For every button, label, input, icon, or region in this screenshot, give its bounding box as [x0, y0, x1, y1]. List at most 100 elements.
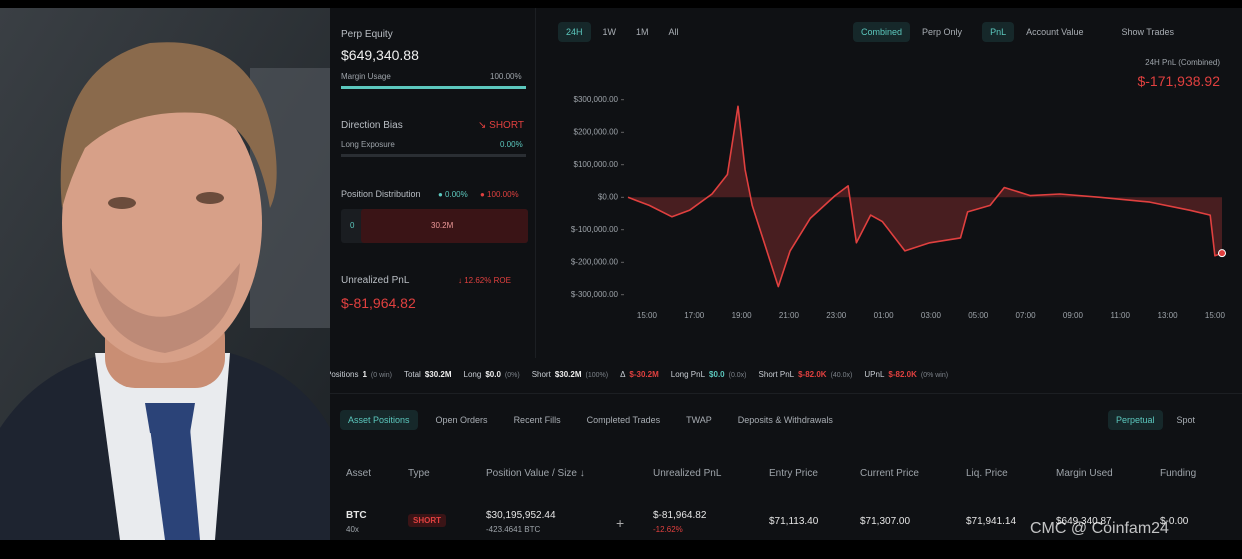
distribution-short-amount: 30.2M [431, 221, 454, 230]
eye [108, 197, 136, 209]
summary-label: Long [463, 370, 482, 379]
table-header: Unrealized PnL [653, 468, 722, 479]
summary-note: (40.0x) [830, 372, 853, 379]
summary-item: UPnL $-82.0K (0% win) [864, 370, 948, 379]
expand-icon[interactable]: + [616, 515, 625, 531]
y-tick-label: $300,000.00 [574, 95, 619, 104]
x-tick-label: 01:00 [874, 311, 895, 320]
x-tick-label: 11:00 [1111, 311, 1131, 320]
hair [60, 42, 277, 209]
range-tab[interactable]: 24H [558, 22, 591, 42]
x-tick-label: 03:00 [921, 311, 942, 320]
market-tabs: Perpetual Spot [1108, 410, 1203, 430]
range-tab[interactable]: All [668, 27, 679, 37]
metric-tab[interactable]: PnL [982, 22, 1015, 42]
summary-value: $0.0 [709, 370, 725, 379]
cell-type: SHORT [408, 514, 446, 527]
position-tab[interactable]: Asset Positions [340, 410, 418, 430]
table-header: Current Price [860, 468, 919, 479]
x-tick-label: 19:00 [732, 311, 753, 320]
x-tick-label: 09:00 [1063, 311, 1084, 320]
tie [150, 428, 200, 540]
summary-label: Short PnL [758, 370, 795, 379]
face [62, 83, 262, 363]
summary-label: Δ [620, 370, 626, 379]
position-tab[interactable]: Completed Trades [586, 415, 661, 425]
y-tick-label: $-100,000.00 [571, 225, 619, 234]
cell-entry-price: $71,113.40 [769, 516, 819, 527]
position-tab[interactable]: Recent Fills [513, 415, 561, 425]
summary-value: $0.0 [485, 370, 501, 379]
range-tabs: 24H 1W 1M All [558, 22, 687, 42]
summary-label: UPnL [864, 370, 885, 379]
summary-label: Positions [330, 370, 359, 379]
direction-bias-value: ↘ SHORT [478, 120, 524, 131]
summary-label: Long PnL [670, 370, 706, 379]
y-tick-label: $200,000.00 [574, 127, 619, 136]
summary-value: 1 [362, 370, 367, 379]
perp-equity-value: $649,340.88 [341, 47, 419, 63]
cell-current-price: $71,307.00 [860, 516, 911, 527]
x-tick-label: 15:00 [1205, 311, 1226, 320]
cell-funding: $-0.00 [1160, 516, 1189, 527]
metric-tab[interactable]: Account Value [1026, 27, 1084, 37]
position-short: ● 100.00% [480, 190, 519, 199]
summary-item: Total $30.2M [404, 370, 452, 379]
view-tabs: Combined Perp Only PnL Account Value Sho… [853, 22, 1182, 42]
market-tab[interactable]: Spot [1176, 415, 1196, 425]
table-header: Position Value / Size ↓ [486, 468, 585, 479]
summary-label: Total [403, 370, 421, 379]
x-tick-label: 21:00 [779, 311, 800, 320]
range-tab[interactable]: 1M [636, 27, 649, 37]
view-tab[interactable]: Perp Only [922, 27, 963, 37]
cell-asset: BTC [346, 510, 367, 521]
summary-value: $-30.2M [629, 370, 659, 379]
pnl-endpoint [1218, 249, 1226, 258]
unrealized-pnl-value: $-81,964.82 [341, 295, 416, 311]
view-tab[interactable]: Combined [853, 22, 911, 42]
margin-usage-track [341, 86, 526, 89]
x-tick-label: 05:00 [968, 311, 989, 320]
summary-label: Short [531, 370, 551, 379]
show-trades[interactable]: Show Trades [1121, 27, 1174, 37]
summary-note: (0.0x) [728, 372, 747, 379]
distribution-short-bar [361, 209, 528, 243]
cell-size: -423.4641 BTC [486, 525, 541, 534]
table-header: Entry Price [769, 468, 818, 479]
unrealized-pnl-label: Unrealized PnL [341, 275, 410, 286]
market-tab[interactable]: Perpetual [1108, 410, 1163, 430]
x-tick-label: 15:00 [637, 311, 658, 320]
divider [330, 393, 1242, 394]
position-tabs: Asset Positions Open Orders Recent Fills… [340, 410, 841, 430]
summary-value: $30.2M [554, 370, 582, 379]
summary-value: $-82.0K [798, 370, 827, 379]
margin-usage-label: Margin Usage [341, 72, 391, 81]
y-tick-label: $-200,000.00 [571, 257, 619, 266]
table-header: Funding [1160, 468, 1197, 479]
long-exposure-track [341, 154, 526, 157]
summary-value: $-82.0K [888, 370, 917, 379]
cell-leverage: 40x [346, 525, 359, 534]
summary-note: (100%) [585, 372, 609, 379]
x-tick-label: 17:00 [684, 311, 705, 320]
perp-equity-label: Perp Equity [341, 29, 393, 40]
cell-position-value: $30,195,952.44 [486, 510, 556, 521]
tie-knot [145, 403, 195, 433]
y-tick-label: $0.00 [598, 192, 619, 201]
position-long: ● 0.00% [438, 190, 468, 199]
position-distribution-label: Position Distribution [341, 189, 421, 199]
long-exposure-value: 0.00% [500, 140, 523, 149]
dashboard: Perp Equity $649,340.88 Margin Usage 100… [330, 8, 1242, 540]
position-tab[interactable]: Deposits & Withdrawals [737, 415, 833, 425]
summary-item: Short PnL $-82.0K (40.0x) [759, 370, 853, 379]
position-tab[interactable]: TWAP [686, 415, 712, 425]
position-tab[interactable]: Open Orders [435, 415, 488, 425]
cell-liq-price: $71,941.14 [966, 516, 1017, 527]
summary-item: Positions1(0 win) [330, 370, 392, 379]
table-header: Margin Used [1056, 468, 1113, 479]
x-tick-label: 07:00 [1016, 311, 1037, 320]
range-tab[interactable]: 1W [602, 27, 617, 37]
x-tick-label: 13:00 [1158, 311, 1179, 320]
table-header: Asset [346, 468, 372, 479]
